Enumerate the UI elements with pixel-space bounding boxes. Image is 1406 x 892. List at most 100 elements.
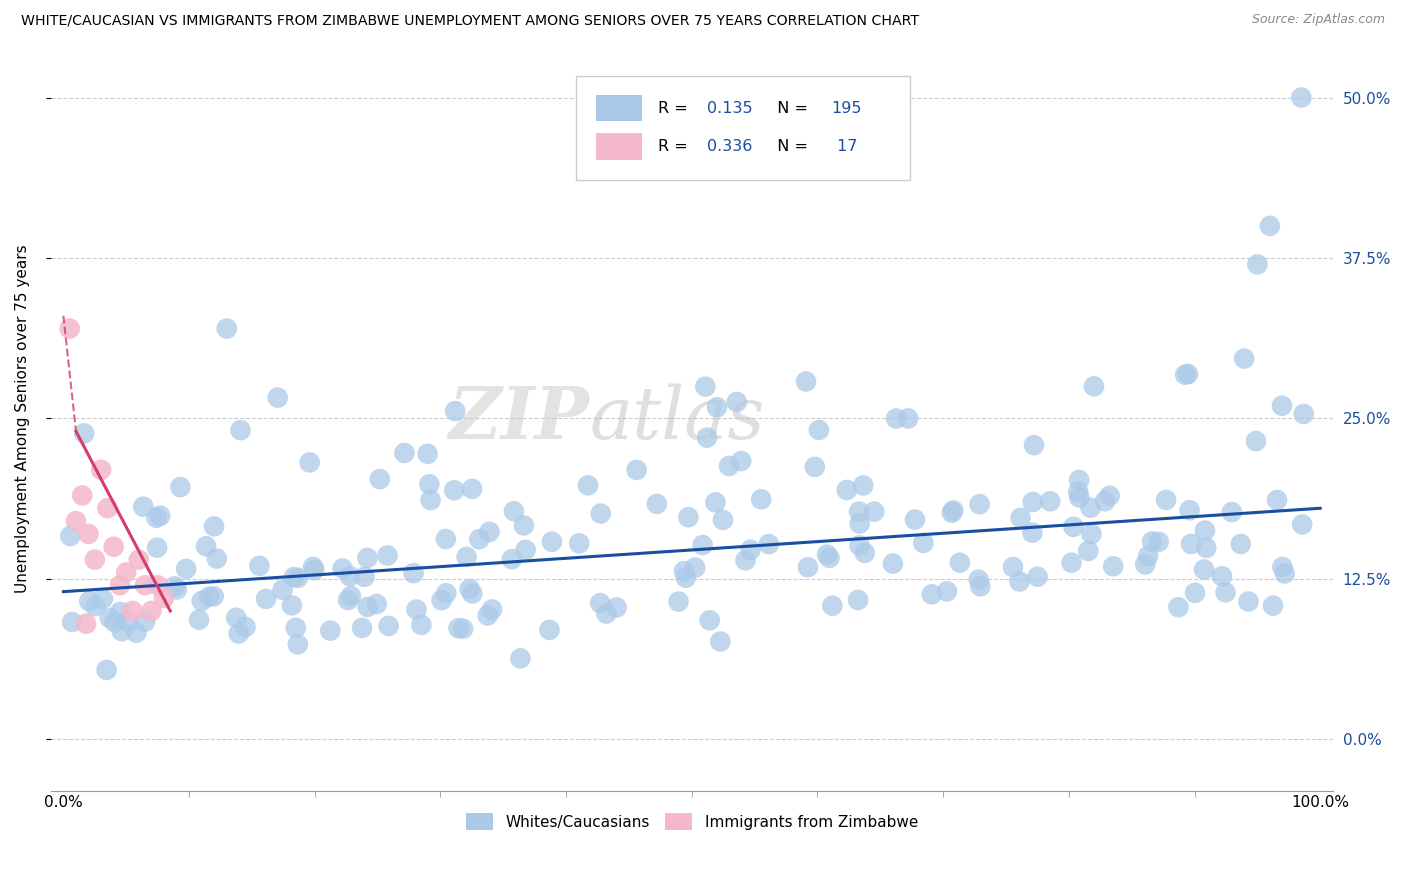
Point [1067,484,1090,499]
Point [353,570,375,584]
Point [153,591,176,605]
Point [1133,558,1156,572]
Point [443,483,465,498]
Point [645,497,668,511]
Point [225,611,247,625]
Point [456,549,478,564]
Point [515,542,537,557]
Point [235,620,257,634]
Y-axis label: Unemployment Among Seniors over 75 years: Unemployment Among Seniors over 75 years [15,244,30,592]
Point [1083,379,1105,393]
Point [1140,534,1163,549]
Point [418,477,440,491]
Point [740,542,762,557]
Point [366,597,388,611]
Point [749,492,772,507]
Point [936,584,959,599]
Point [904,512,927,526]
Point [461,586,484,600]
Point [882,557,904,571]
Point [73,426,96,441]
Point [146,578,169,592]
Point [730,454,752,468]
Point [1147,534,1170,549]
Point [1184,586,1206,600]
Point [699,613,721,627]
Point [339,569,361,583]
Legend: Whites/Caucasians, Immigrants from Zimbabwe: Whites/Caucasians, Immigrants from Zimba… [460,806,924,837]
Point [356,550,378,565]
Text: WHITE/CAUCASIAN VS IMMIGRANTS FROM ZIMBABWE UNEMPLOYMENT AMONG SENIORS OVER 75 Y: WHITE/CAUCASIAN VS IMMIGRANTS FROM ZIMBA… [21,13,920,28]
Point [1021,525,1043,540]
Point [1244,434,1267,449]
Point [804,459,827,474]
Point [411,618,433,632]
Point [287,637,309,651]
Point [1026,570,1049,584]
Point [1271,399,1294,413]
Point [704,495,727,509]
Point [1067,473,1090,487]
Point [1246,257,1268,271]
Point [377,619,399,633]
Point [1220,505,1243,519]
Point [818,550,841,565]
Text: 17: 17 [831,139,858,154]
Point [430,593,453,607]
Point [815,548,838,562]
Point [108,578,131,592]
Point [846,593,869,607]
Point [884,411,907,425]
FancyBboxPatch shape [596,95,641,121]
Text: R =: R = [658,101,693,115]
Point [692,538,714,552]
Point [132,500,155,514]
Point [254,591,277,606]
Point [1271,560,1294,574]
Point [1233,351,1256,366]
Point [835,483,858,497]
Point [1154,492,1177,507]
Point [1094,494,1116,508]
Point [848,505,870,519]
FancyBboxPatch shape [596,133,641,160]
Point [589,596,612,610]
Point [626,463,648,477]
Point [969,579,991,593]
Point [1274,566,1296,581]
Point [696,431,718,445]
Point [83,552,105,566]
Point [1008,574,1031,589]
Point [797,560,820,574]
Point [447,621,470,635]
Point [969,497,991,511]
Point [538,623,561,637]
Point [96,501,118,516]
Point [1001,560,1024,574]
Point [419,493,441,508]
Point [1022,438,1045,452]
Point [478,524,501,539]
Point [202,589,225,603]
Point [304,563,326,577]
Point [352,621,374,635]
Point [434,586,457,600]
Point [1069,491,1091,505]
Point [72,488,94,502]
Point [169,480,191,494]
Point [90,463,112,477]
Point [1291,90,1313,104]
Text: 0.336: 0.336 [707,139,752,154]
Point [98,611,121,625]
Point [921,587,943,601]
Point [709,634,731,648]
Point [146,541,169,555]
Point [125,625,148,640]
Point [198,590,221,604]
Point [405,602,427,616]
Point [821,599,844,613]
Text: 0.135: 0.135 [707,101,752,115]
Point [468,532,491,546]
Point [451,622,474,636]
Point [368,472,391,486]
